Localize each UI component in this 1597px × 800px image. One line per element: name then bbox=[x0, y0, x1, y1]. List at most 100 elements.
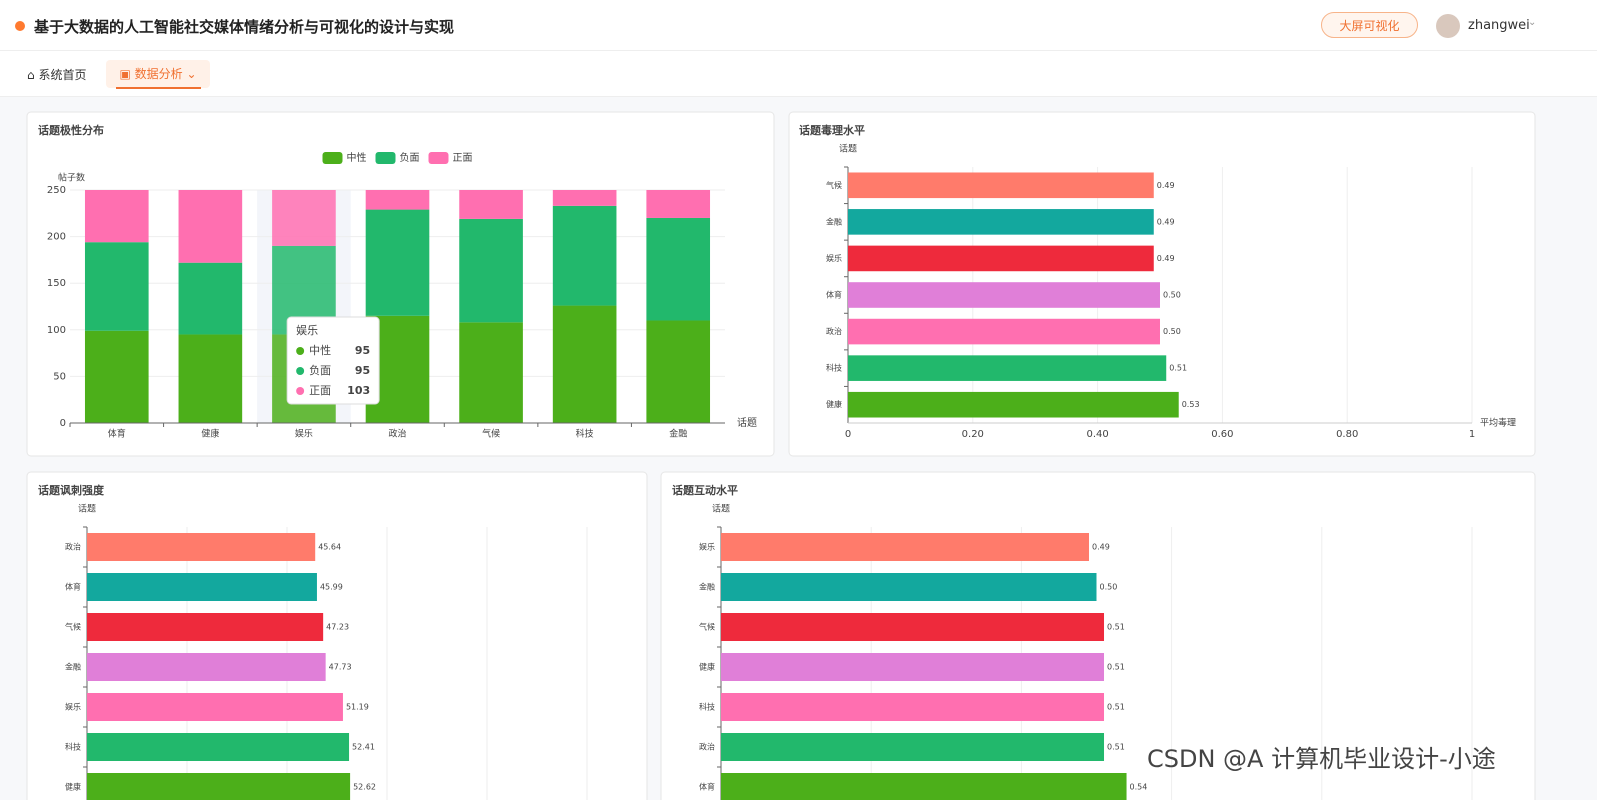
app-title: 基于大数据的人工智能社交媒体情绪分析与可视化的设计与实现 bbox=[34, 18, 455, 36]
bar-segment bbox=[459, 190, 523, 219]
bar-segment bbox=[178, 190, 243, 263]
bars bbox=[84, 190, 711, 423]
value-label: 45.64 bbox=[318, 543, 341, 552]
legend-label: 中性 bbox=[347, 151, 367, 164]
bar bbox=[721, 613, 1105, 641]
x-tick-label: 气候 bbox=[482, 428, 500, 440]
tooltip-name: 负面 bbox=[309, 363, 331, 377]
x-tick-label: 0.40 bbox=[1086, 429, 1108, 440]
x-tick-label: 科技 bbox=[576, 428, 594, 440]
avatar[interactable] bbox=[1436, 14, 1460, 38]
x-tick-label: 政治 bbox=[388, 428, 406, 440]
bar bbox=[721, 573, 1097, 601]
y-tick-label: 政治 bbox=[826, 326, 842, 336]
y-tick-label: 健康 bbox=[699, 662, 715, 672]
bar bbox=[721, 533, 1089, 561]
bar bbox=[848, 355, 1167, 381]
y-tick-label: 科技 bbox=[699, 702, 715, 712]
x-tick-label: 健康 bbox=[201, 428, 219, 440]
y-axis-name: 话题 bbox=[839, 143, 857, 155]
value-label: 52.41 bbox=[352, 743, 375, 752]
bar-segment bbox=[272, 190, 336, 246]
value-label: 0.49 bbox=[1157, 217, 1175, 226]
bar bbox=[87, 613, 324, 641]
value-label: 45.99 bbox=[320, 583, 343, 592]
nav-home[interactable]: ⌂ 系统首页 bbox=[27, 68, 87, 82]
user-caret: ⌄ bbox=[1528, 17, 1537, 28]
value-label: 0.49 bbox=[1157, 254, 1175, 263]
x-tick-label: 体育 bbox=[108, 428, 126, 440]
y-axis-name: 话题 bbox=[78, 503, 96, 515]
tooltip-name: 正面 bbox=[309, 384, 331, 397]
tooltip-value: 95 bbox=[355, 344, 370, 357]
y-tick-label: 娱乐 bbox=[65, 702, 81, 712]
value-label: 0.53 bbox=[1182, 400, 1200, 409]
tooltip-dot bbox=[296, 387, 305, 395]
value-label: 0.50 bbox=[1163, 327, 1181, 336]
tooltip bbox=[286, 316, 380, 405]
watermark: CSDN @A 计算机毕业设计-小途 bbox=[1147, 745, 1496, 773]
bar-segment bbox=[646, 217, 711, 321]
bar bbox=[848, 245, 1154, 272]
y-tick-label: 金融 bbox=[65, 662, 81, 672]
bar-segment bbox=[84, 190, 149, 243]
y-tick-label: 体育 bbox=[699, 782, 715, 792]
y-tick-label: 100 bbox=[47, 325, 66, 336]
x-tick-label: 1 bbox=[1469, 429, 1475, 440]
bar-segment bbox=[552, 305, 617, 423]
user-name[interactable]: zhangwei bbox=[1468, 18, 1530, 33]
x-tick-label: 0.80 bbox=[1336, 429, 1358, 440]
value-label: 0.51 bbox=[1169, 364, 1187, 373]
value-label: 0.49 bbox=[1157, 181, 1175, 190]
bar-segment bbox=[646, 320, 711, 423]
bar-segment bbox=[84, 330, 149, 423]
legend-swatch bbox=[428, 152, 449, 164]
value-label: 0.49 bbox=[1092, 543, 1110, 552]
bar-segment bbox=[178, 262, 243, 335]
x-tick-label: 金融 bbox=[669, 428, 687, 440]
bar-segment bbox=[459, 322, 523, 423]
nav-analysis[interactable]: ▣ 数据分析 ⌄ bbox=[106, 60, 210, 88]
value-label: 0.51 bbox=[1107, 623, 1125, 632]
value-label: 47.23 bbox=[326, 623, 349, 632]
bar bbox=[721, 733, 1105, 761]
value-label: 52.62 bbox=[353, 783, 376, 792]
tooltip-title: 娱乐 bbox=[296, 323, 318, 337]
y-tick-label: 体育 bbox=[826, 290, 842, 300]
bar bbox=[721, 773, 1127, 800]
logo-dot bbox=[15, 21, 25, 31]
bar bbox=[87, 653, 326, 681]
y-tick-label: 科技 bbox=[826, 363, 842, 373]
y-tick-label: 50 bbox=[53, 371, 66, 382]
legend-swatch bbox=[375, 152, 396, 164]
legend-swatch bbox=[322, 152, 343, 164]
x-axis-name: 话题 bbox=[737, 417, 757, 429]
legend-label: 负面 bbox=[400, 151, 420, 164]
value-label: 0.51 bbox=[1107, 703, 1125, 712]
y-tick-label: 金融 bbox=[826, 216, 842, 226]
top-bar: 基于大数据的人工智能社交媒体情绪分析与可视化的设计与实现 大屏可视化 zhang… bbox=[0, 0, 1597, 51]
tooltip-value: 103 bbox=[347, 384, 370, 397]
y-tick-label: 0 bbox=[60, 418, 66, 429]
bar bbox=[87, 733, 350, 761]
value-label: 0.51 bbox=[1107, 743, 1125, 752]
y-tick-label: 金融 bbox=[699, 582, 715, 592]
chart-title: 话题互动水平 bbox=[672, 483, 738, 497]
bar-segment bbox=[365, 190, 430, 210]
tooltip-name: 中性 bbox=[309, 343, 331, 357]
bar-segment bbox=[646, 190, 711, 218]
screen-button[interactable]: 大屏可视化 bbox=[1321, 12, 1418, 38]
bar bbox=[87, 533, 316, 561]
value-label: 47.73 bbox=[329, 663, 352, 672]
value-label: 51.19 bbox=[346, 703, 369, 712]
x-tick-label: 0 bbox=[845, 429, 851, 440]
legend-label: 正面 bbox=[453, 153, 473, 164]
y-tick-label: 健康 bbox=[65, 782, 81, 792]
y-tick-label: 250 bbox=[47, 185, 66, 196]
nav-home-label: 系统首页 bbox=[38, 68, 87, 82]
y-tick-label: 政治 bbox=[65, 542, 81, 552]
bar bbox=[87, 693, 343, 721]
y-tick-label: 科技 bbox=[65, 742, 81, 752]
